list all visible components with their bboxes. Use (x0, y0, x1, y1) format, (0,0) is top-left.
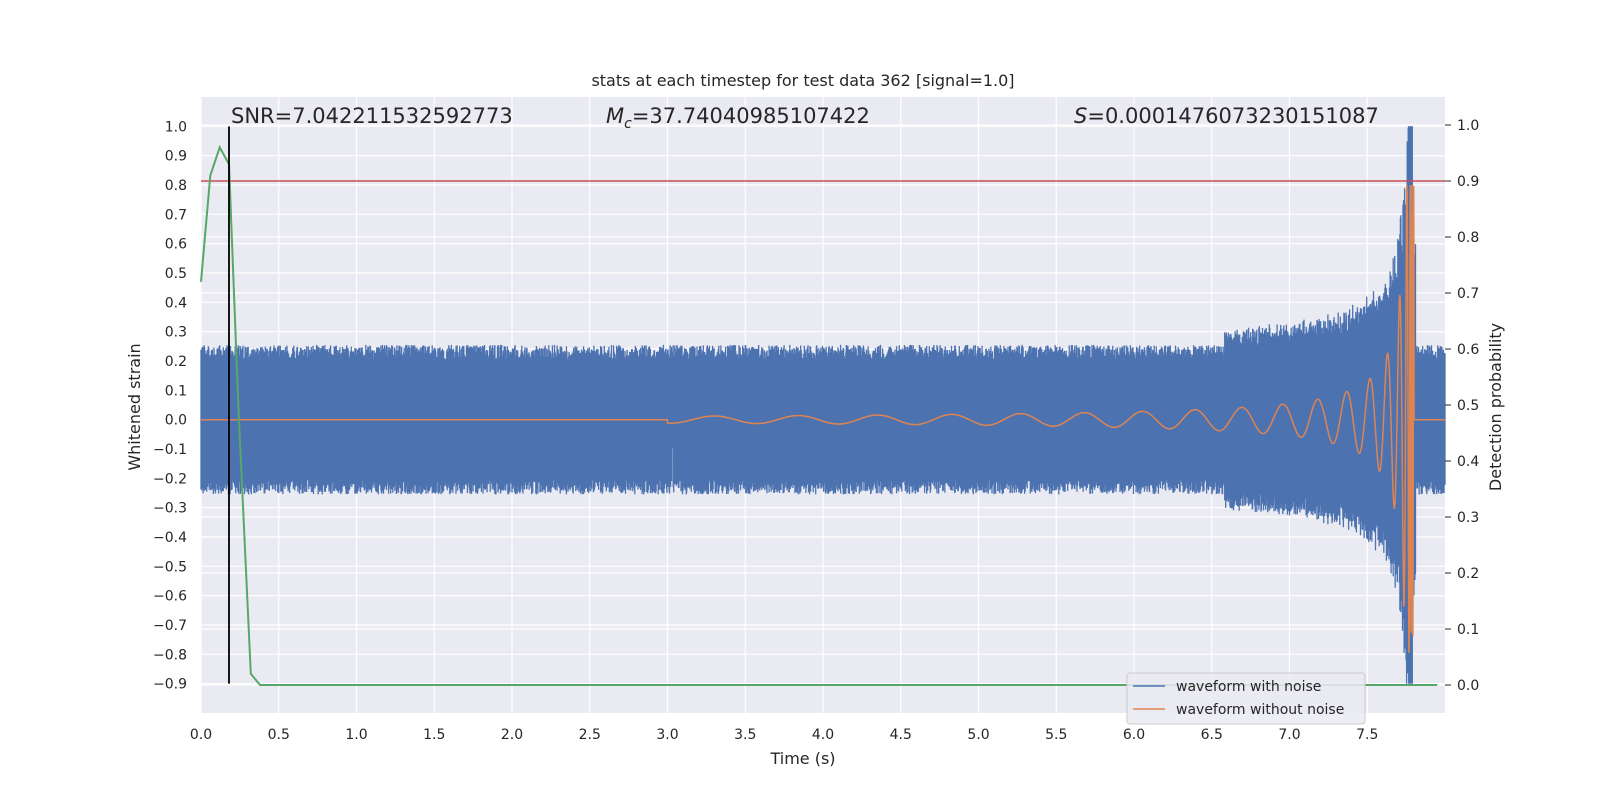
s-value: =0.0001476073230151087 (1087, 104, 1379, 128)
y-tick-label: 0.9 (165, 149, 187, 165)
legend: waveform with noise waveform without noi… (1126, 672, 1366, 725)
x-tick-label: 5.0 (967, 727, 989, 743)
y-right-tick-label: 0.3 (1457, 510, 1479, 526)
legend-box (1126, 672, 1366, 725)
y-tick-label: 0.2 (165, 354, 187, 370)
chirp-mass-value: =37.74040985107422 (632, 104, 870, 128)
y-right-tick-label: 0.2 (1457, 566, 1479, 582)
x-tick-label: 1.5 (423, 727, 445, 743)
snr-annotation: SNR=7.042211532592773 (231, 104, 513, 128)
y-tick-label: 0.1 (165, 383, 187, 399)
chirp-mass-annotation: Mc=37.74040985107422 (606, 104, 870, 132)
y-right-tick-label: 0.9 (1457, 174, 1479, 190)
y-tick-label: 0.0 (165, 413, 187, 429)
legend-label-noisy: waveform with noise (1176, 679, 1321, 695)
legend-label-clean: waveform without noise (1176, 702, 1344, 718)
chirp-mass-subscript: c (624, 116, 632, 132)
y-tick-label: −0.8 (153, 647, 187, 663)
x-tick-label: 4.5 (890, 727, 912, 743)
y-tick-label: 0.3 (165, 325, 187, 341)
y-tick-label: −0.3 (153, 501, 187, 517)
y-tick-label: 0.6 (165, 237, 187, 253)
x-tick-label: 7.5 (1356, 727, 1378, 743)
y-tick-label: −0.9 (153, 677, 187, 693)
x-tick-label: 3.5 (734, 727, 756, 743)
y-axis-label: Whitened strain (125, 343, 144, 470)
y-tick-label: 0.7 (165, 207, 187, 223)
y-right-tick-label: 1.0 (1457, 118, 1479, 134)
x-tick-label: 2.0 (501, 727, 523, 743)
x-tick-label: 0.5 (268, 727, 290, 743)
x-tick-label: 0.0 (190, 727, 212, 743)
x-tick-label: 7.0 (1278, 727, 1300, 743)
y-tick-label: 1.0 (165, 119, 187, 135)
y-tick-label: −0.4 (153, 530, 187, 546)
y-right-tick-label: 0.1 (1457, 622, 1479, 638)
y-tick-label: 0.4 (165, 295, 187, 311)
y-right-tick-label: 0.0 (1457, 678, 1479, 694)
s-symbol: S (1074, 104, 1087, 128)
y-right-tick-label: 0.5 (1457, 398, 1479, 414)
series-layer (200, 126, 1446, 686)
x-tick-label: 5.5 (1045, 727, 1067, 743)
y-tick-label: −0.6 (153, 589, 187, 605)
x-tick-label: 4.0 (812, 727, 834, 743)
x-tick-label: 1.0 (345, 727, 367, 743)
s-annotation: S=0.0001476073230151087 (1074, 104, 1379, 128)
x-tick-label: 2.5 (579, 727, 601, 743)
x-axis-label: Time (s) (769, 749, 835, 768)
y-tick-label: −0.1 (153, 442, 187, 458)
y-axis-right-ticks: 1.0 0.9 0.8 0.7 0.6 0.5 0.4 0.3 0.2 0.1 0.0 (1445, 118, 1479, 694)
clean-waveform-line (201, 184, 1445, 653)
detection-probability-line (200, 144, 1438, 686)
y-right-tick-label: 0.4 (1457, 454, 1479, 470)
y-tick-label: 0.5 (165, 266, 187, 282)
x-tick-label: 3.0 (656, 727, 678, 743)
y-tick-label: −0.5 (153, 559, 187, 575)
y-tick-label: −0.2 (153, 471, 187, 487)
y-axis-ticks: 1.0 0.9 0.8 0.7 0.6 0.5 0.4 0.3 0.2 0.1 0.0 −0.1 −0.… (153, 119, 187, 692)
y-right-tick-label: 0.8 (1457, 230, 1479, 246)
x-tick-label: 6.5 (1201, 727, 1223, 743)
y-axis-right-label: Detection probability (1486, 323, 1505, 491)
x-tick-label: 6.0 (1123, 727, 1145, 743)
y-tick-label: −0.7 (153, 618, 187, 634)
y-right-tick-label: 0.6 (1457, 342, 1479, 358)
x-axis-ticks: 0.0 0.5 1.0 1.5 2.0 2.5 3.0 3.5 4.0 4.5 5.0 5.5 6.0 6… (190, 727, 1379, 743)
chirp-mass-symbol: M (606, 104, 624, 128)
chart-title: stats at each timestep for test data 362… (591, 71, 1014, 90)
y-right-tick-label: 0.7 (1457, 286, 1479, 302)
y-tick-label: 0.8 (165, 178, 187, 194)
